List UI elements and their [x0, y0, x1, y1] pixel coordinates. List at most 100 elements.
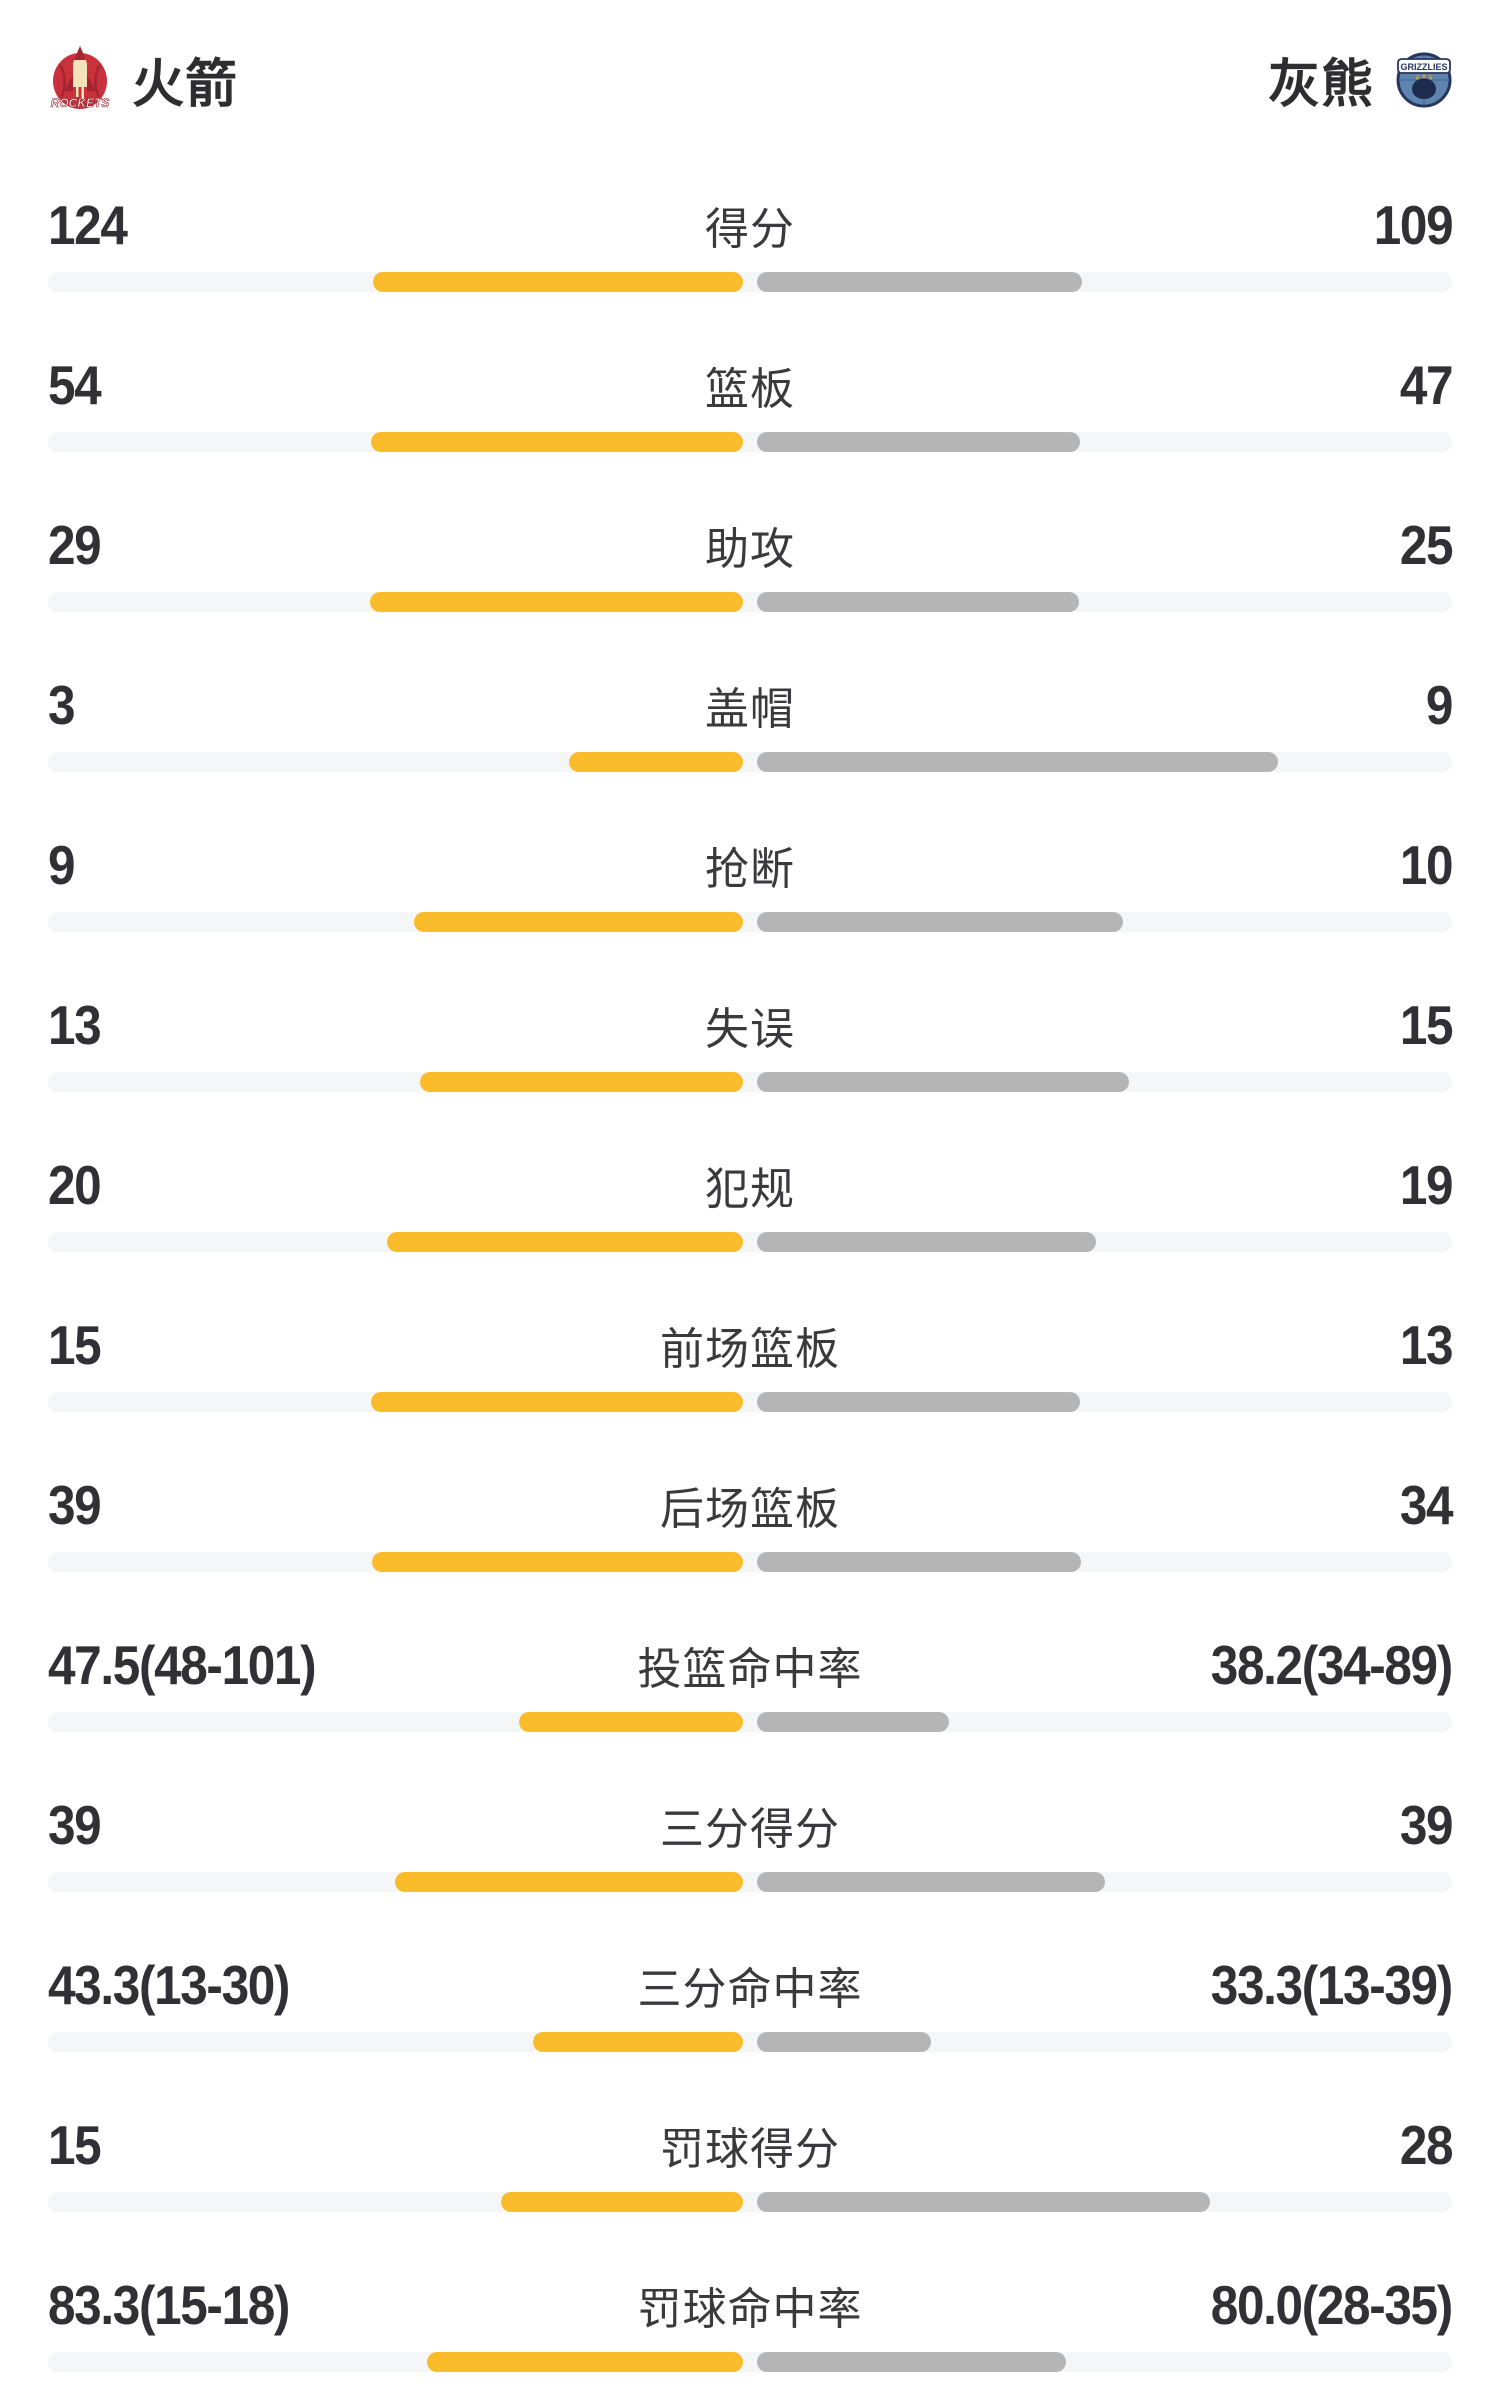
home-bar [395, 1872, 743, 1892]
home-value: 39 [48, 1794, 102, 1856]
home-bar [414, 912, 743, 932]
home-bar [519, 1712, 743, 1732]
home-value: 15 [48, 1314, 102, 1376]
stat-label: 犯规 [705, 1165, 795, 1214]
away-bar [757, 1552, 1081, 1572]
stat-label: 失误 [705, 1005, 795, 1054]
stat-label: 助攻 [705, 525, 795, 574]
stat-row: 罚球得分 15 28 [48, 2065, 1454, 2225]
away-value: 109 [1373, 194, 1453, 256]
stat-bar-track [48, 2032, 1452, 2052]
home-value: 3 [48, 674, 76, 736]
home-bar [387, 1232, 743, 1252]
stat-label: 罚球得分 [660, 2125, 840, 2174]
stat-bar-track [48, 1392, 1452, 1412]
home-value: 39 [48, 1474, 102, 1536]
stat-bar-track [48, 2192, 1452, 2212]
home-bar [420, 1072, 743, 1092]
home-value: 54 [48, 354, 102, 416]
stat-bar-track [48, 1712, 1452, 1732]
stat-label: 得分 [705, 205, 795, 254]
home-value: 83.3(15-18) [48, 2274, 290, 2336]
away-value: 39 [1399, 1794, 1454, 1856]
home-bar [371, 1392, 743, 1412]
away-bar [757, 592, 1079, 612]
stat-bar-track [48, 272, 1452, 292]
stat-bar-track [48, 1072, 1452, 1092]
away-bar [757, 1712, 949, 1732]
stat-label: 三分得分 [660, 1805, 840, 1854]
away-bar [757, 272, 1082, 292]
home-bar [371, 432, 743, 452]
away-value: 38.2(34-89) [1210, 1634, 1453, 1696]
home-value: 47.5(48-101) [48, 1634, 317, 1696]
stat-bar-track [48, 752, 1452, 772]
away-value: 15 [1399, 994, 1454, 1056]
grizzlies-logo-text: GRIZZLIES [1401, 62, 1448, 72]
stat-bar-track [48, 432, 1452, 452]
home-bar [501, 2192, 743, 2212]
home-bar [427, 2352, 743, 2372]
away-value: 10 [1399, 834, 1454, 896]
away-value: 9 [1425, 674, 1454, 736]
stat-row: 抢断 9 10 [48, 785, 1454, 945]
grizzlies-logo-icon: GRIZZLIES [1392, 47, 1456, 111]
home-value: 9 [48, 834, 76, 896]
stat-label: 抢断 [705, 845, 795, 894]
away-team-name: 灰熊 [1267, 55, 1374, 114]
away-value: 19 [1399, 1154, 1454, 1216]
away-bar [757, 2032, 931, 2052]
away-bar [757, 2192, 1210, 2212]
stat-bar-track [48, 912, 1452, 932]
away-bar [757, 1072, 1129, 1092]
home-value: 13 [48, 994, 102, 1056]
stat-row: 投篮命中率 47.5(48-101) 38.2(34-89) [48, 1585, 1453, 1745]
stat-row: 三分得分 39 39 [48, 1745, 1454, 1905]
home-team-name: 火箭 [132, 55, 239, 114]
stat-label: 后场篮板 [660, 1485, 840, 1534]
stat-row: 失误 13 15 [48, 945, 1454, 1105]
rockets-logo-icon: ROCKETS [46, 43, 114, 115]
away-value: 80.0(28-35) [1210, 2274, 1453, 2336]
stat-row: 得分 124 109 [48, 145, 1453, 305]
away-bar [757, 752, 1278, 772]
home-bar [533, 2032, 743, 2052]
home-value: 20 [48, 1154, 102, 1216]
home-bar [372, 1552, 743, 1572]
away-bar [757, 912, 1123, 932]
stat-row: 篮板 54 47 [48, 305, 1454, 465]
away-value: 47 [1399, 354, 1454, 416]
stat-row: 盖帽 3 9 [48, 625, 1454, 785]
away-bar [757, 2352, 1066, 2372]
stat-bar-track [48, 1232, 1452, 1252]
away-bar [757, 1872, 1105, 1892]
stat-row: 犯规 20 19 [48, 1105, 1454, 1265]
away-value: 25 [1399, 514, 1454, 576]
stat-bar-track [48, 592, 1452, 612]
away-bar [757, 1232, 1096, 1252]
stat-bar-track [48, 1552, 1452, 1572]
stat-row: 助攻 29 25 [48, 465, 1454, 625]
home-value: 15 [48, 2114, 102, 2176]
stat-row: 三分命中率 43.3(13-30) 33.3(13-39) [48, 1905, 1453, 2065]
home-value: 124 [48, 194, 128, 256]
rockets-logo-text: ROCKETS [51, 96, 110, 110]
away-value: 33.3(13-39) [1210, 1954, 1453, 2016]
stat-label: 盖帽 [705, 685, 795, 734]
stat-bar-track [48, 2352, 1452, 2372]
home-bar [373, 272, 743, 292]
stat-label: 前场篮板 [660, 1325, 840, 1374]
away-value: 28 [1399, 2114, 1454, 2176]
away-bar [757, 1392, 1080, 1412]
stat-row: 前场篮板 15 13 [48, 1265, 1453, 1425]
home-bar [370, 592, 743, 612]
away-bar [757, 432, 1080, 452]
stat-row: 罚球命中率 83.3(15-18) 80.0(28-35) [48, 2225, 1453, 2385]
away-value: 34 [1399, 1474, 1454, 1536]
home-bar [569, 752, 743, 772]
stat-label: 三分命中率 [637, 1965, 863, 2014]
team-stats-comparison: 得分 124 109 篮板 54 47 助攻 29 25 [0, 145, 1500, 2385]
stat-bar-track [48, 1872, 1452, 1892]
home-team: ROCKETS 火箭 [46, 42, 238, 117]
away-team: 灰熊 GRIZZLIES [1268, 42, 1456, 117]
